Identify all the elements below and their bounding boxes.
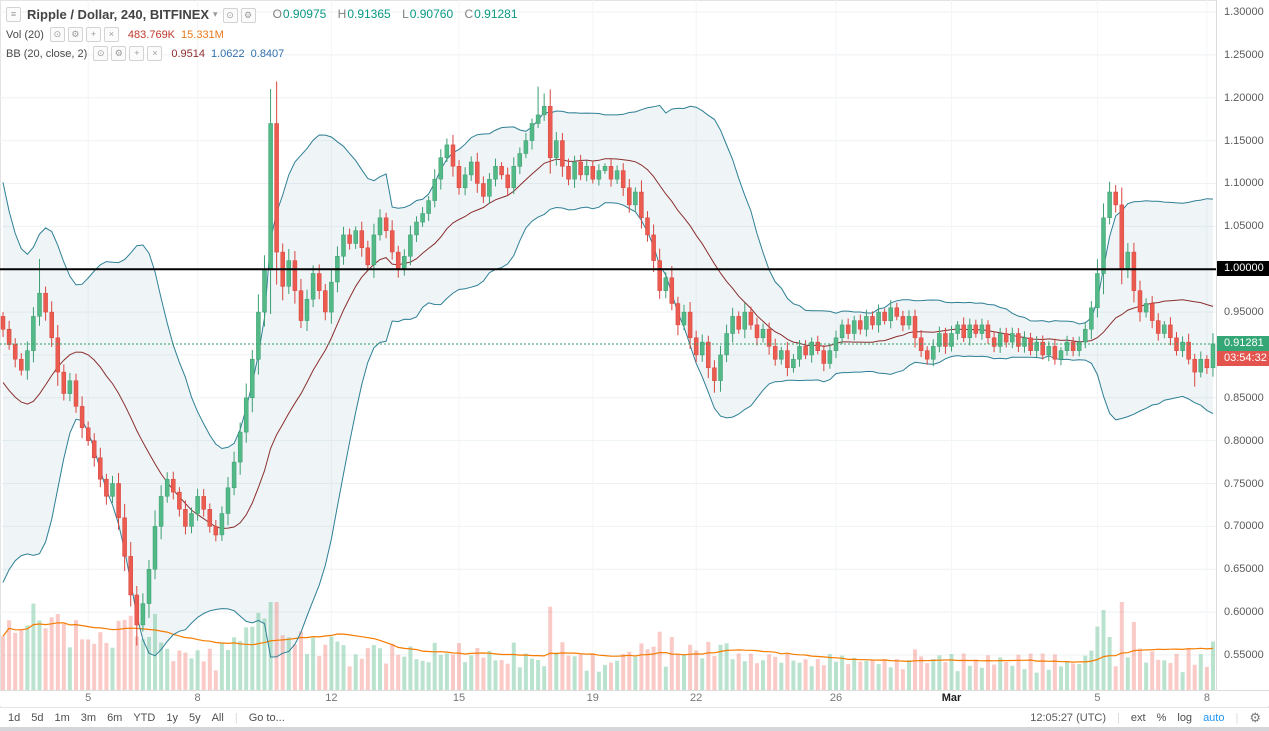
price-tick-label: 0.65000	[1224, 563, 1264, 576]
low-label: L	[402, 7, 409, 21]
gear-icon[interactable]: ⚙	[240, 8, 256, 23]
indicator-value: 0.9514	[171, 47, 205, 60]
time-tick-label: 15	[452, 692, 466, 704]
indicator-value: 15.331M	[181, 28, 224, 41]
toggle-percent[interactable]: %	[1156, 711, 1167, 724]
eye-icon[interactable]: ⊙	[93, 46, 109, 61]
range-button-1m[interactable]: 1m	[54, 711, 70, 724]
toggle-log[interactable]: log	[1177, 711, 1193, 724]
symbol-title[interactable]: Ripple / Dollar, 240, BITFINEX	[27, 6, 210, 22]
high-value: 0.91365	[347, 7, 391, 21]
divider: |	[1117, 711, 1120, 724]
close-label: C	[464, 7, 474, 21]
bottom-toolbar: 1d 5d 1m 3m 6m YTD 1y 5y All | Go to... 12:05:27 (…	[0, 707, 1269, 727]
last-price-badge: 0.91281	[1217, 335, 1269, 351]
gear-icon[interactable]: ⚙	[67, 27, 83, 42]
scale-toggles: ext% log auto	[1131, 712, 1225, 724]
price-tick-label: 0.70000	[1224, 520, 1264, 533]
price-tick-label: 0.85000	[1224, 391, 1264, 404]
gear-icon[interactable]: ⚙	[111, 46, 127, 61]
indicator-rows: Vol (20) ⊙ ⚙ + × 483.769K 15.331M BB (20, close…	[6, 27, 518, 61]
chart-pane[interactable]: ≡ Ripple / Dollar, 240, BITFINEX ▾ ⊙ ⚙ O0…	[0, 0, 1216, 690]
range-buttons: 1d 5d 1m 3m 6m YTD 1y 5y All | Go to...	[8, 712, 285, 724]
chart-menu-icon[interactable]: ≡	[6, 6, 21, 22]
gear-icon[interactable]: ⚙	[1249, 709, 1261, 725]
price-axis[interactable]: 1.00000 0.91281 03:54:32 1.30000 1.25000 1…	[1216, 0, 1269, 690]
price-tick-label: 1.15000	[1224, 134, 1264, 147]
range-button-all[interactable]: All	[211, 711, 224, 724]
close-icon[interactable]: ×	[103, 27, 119, 42]
close-icon[interactable]: ×	[147, 46, 163, 61]
price-tick-label: 1.20000	[1224, 91, 1264, 104]
range-button-ytd[interactable]: YTD	[133, 711, 156, 724]
symbol-quick-icons: ⊙ ⚙	[222, 5, 259, 23]
price-chart-canvas[interactable]	[0, 0, 1216, 690]
price-tick-label: 1.30000	[1224, 6, 1264, 18]
price-tick-label: 0.75000	[1224, 477, 1264, 490]
range-button-6m[interactable]: 6m	[107, 711, 123, 724]
symbol-row: ≡ Ripple / Dollar, 240, BITFINEX ▾ ⊙ ⚙ O0…	[6, 5, 518, 23]
price-tick-label: 1.10000	[1224, 177, 1264, 190]
time-tick-label: 8	[194, 692, 201, 704]
hline-price-badge: 1.00000	[1217, 261, 1269, 277]
indicator-label[interactable]: BB (20, close, 2)	[6, 47, 88, 60]
high-label: H	[337, 7, 347, 21]
chevron-down-icon[interactable]: ▾	[213, 8, 218, 19]
time-tick-label: 5	[1094, 692, 1101, 704]
goto-date-button[interactable]: Go to...	[248, 711, 285, 724]
divider: |	[234, 711, 238, 724]
add-icon[interactable]: +	[85, 27, 101, 42]
time-tick-label: 22	[690, 692, 703, 704]
indicator-row: Vol (20) ⊙ ⚙ + × 483.769K 15.331M	[6, 27, 518, 42]
open-label: O	[272, 7, 282, 21]
time-tick-label: 8	[1203, 692, 1210, 704]
indicator-value: 1.0622	[210, 47, 245, 60]
add-icon[interactable]: +	[129, 46, 145, 61]
eye-icon[interactable]: ⊙	[49, 27, 65, 42]
chart-legend: ≡ Ripple / Dollar, 240, BITFINEX ▾ ⊙ ⚙ O0…	[6, 5, 518, 65]
toggle-auto[interactable]: auto	[1203, 711, 1225, 724]
time-tick-label: Mar	[941, 692, 962, 704]
time-tick-label: 5	[85, 692, 92, 704]
price-tick-label: 0.60000	[1224, 606, 1264, 619]
countdown-badge: 03:54:32	[1217, 350, 1269, 366]
price-tick-label: 0.95000	[1224, 306, 1264, 319]
eye-icon[interactable]: ⊙	[222, 8, 238, 23]
range-button-1y[interactable]: 1y	[166, 711, 178, 724]
divider: |	[1235, 711, 1239, 724]
open-value: 0.90975	[282, 7, 327, 21]
toggle-ext[interactable]: ext	[1130, 711, 1146, 724]
price-tick-label: 1.25000	[1224, 48, 1264, 61]
range-button-3m[interactable]: 3m	[80, 711, 97, 724]
bottom-edge-strip	[0, 727, 1269, 731]
low-value: 0.90760	[409, 7, 454, 21]
indicator-row: BB (20, close, 2) ⊙ ⚙ + × 0.9514 1.0622 0.8407	[6, 46, 518, 61]
clock[interactable]: 12:05:27 (UTC)	[1030, 711, 1107, 724]
indicator-value: 483.769K	[127, 28, 176, 41]
toolbar-right: 12:05:27 (UTC) | ext% log auto | ⚙	[1030, 710, 1261, 726]
price-tick-label: 1.05000	[1224, 220, 1264, 233]
close-value: 0.91281	[474, 7, 518, 21]
time-tick-label: 19	[586, 692, 599, 704]
time-tick-label: 26	[829, 692, 843, 704]
range-button-5d[interactable]: 5d	[31, 711, 44, 724]
range-button-5y[interactable]: 5y	[188, 711, 201, 724]
indicator-label[interactable]: Vol (20)	[6, 28, 44, 41]
indicator-value: 0.8407	[250, 47, 285, 60]
price-tick-label: 0.80000	[1224, 434, 1264, 447]
ohlc-readout: O0.90975 H0.91365 L0.90760 C0.91281	[265, 7, 518, 21]
time-axis[interactable]: 5 8 12 15 19 22 26 Mar 5 8	[0, 690, 1269, 706]
time-tick-label: 12	[325, 692, 338, 704]
price-tick-label: 0.55000	[1224, 649, 1264, 661]
range-button-1d[interactable]: 1d	[8, 711, 21, 724]
